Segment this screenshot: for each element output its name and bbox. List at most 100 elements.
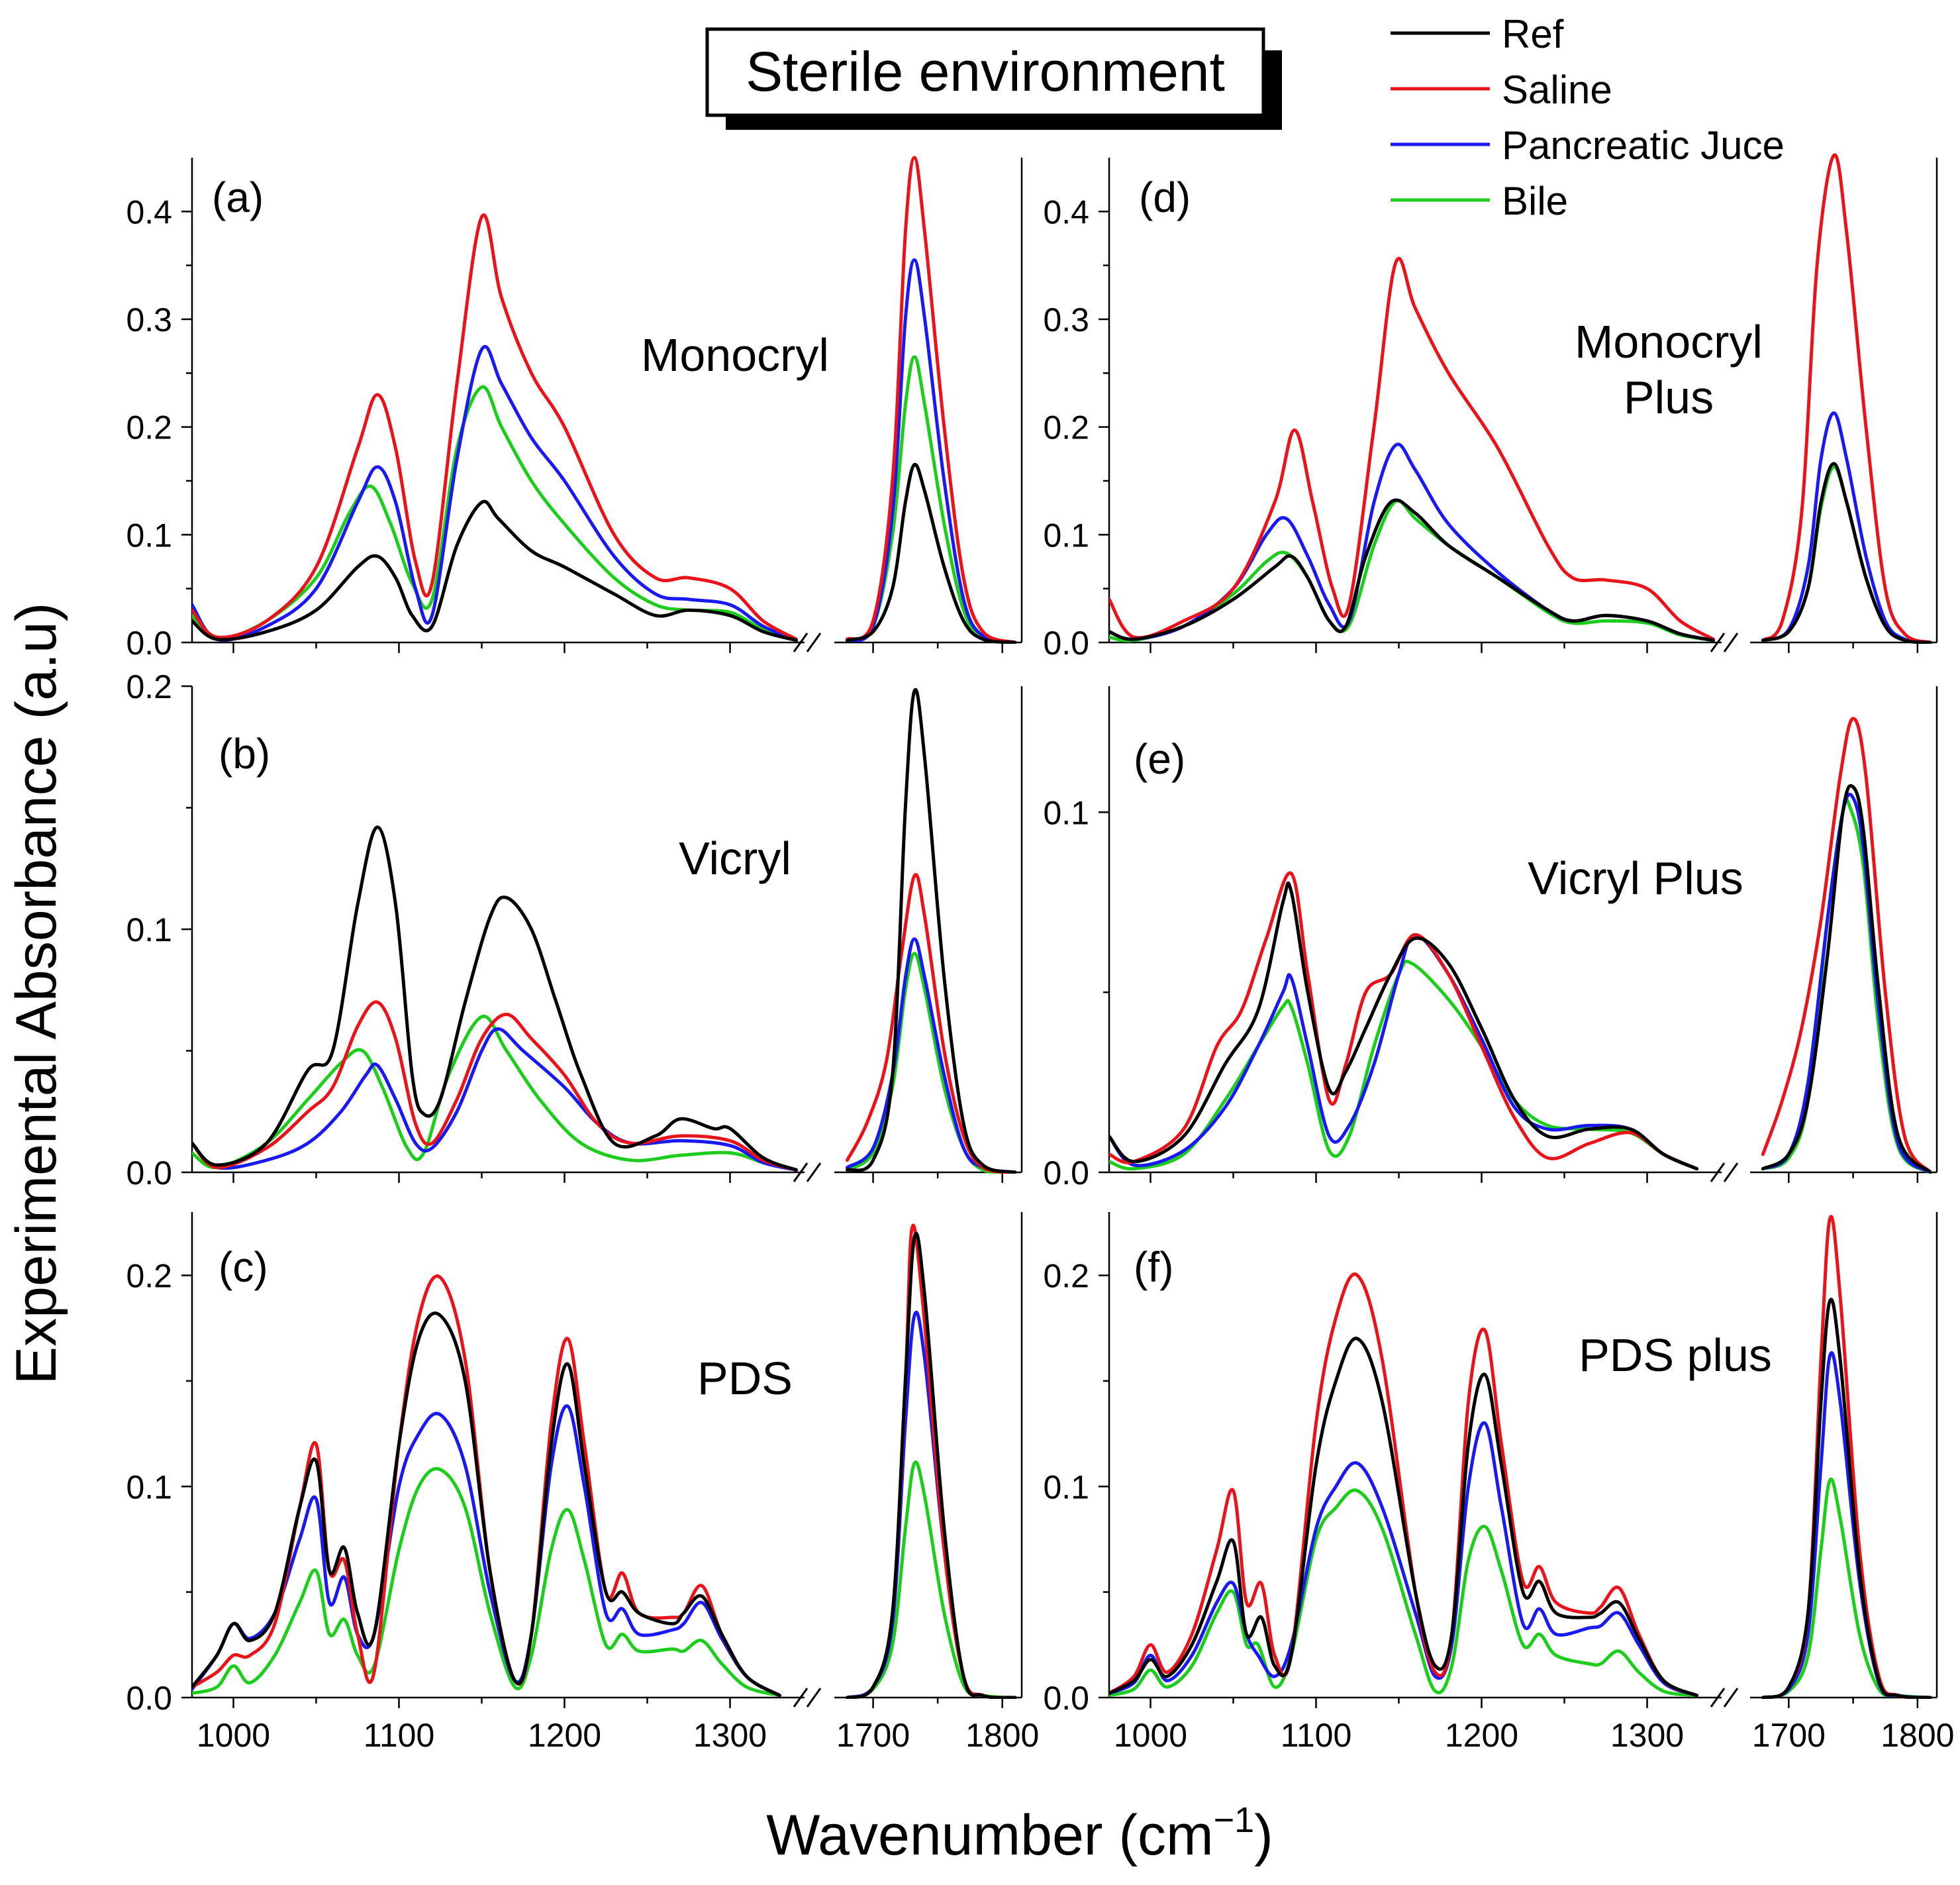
y-tick-label: 0.1: [1043, 517, 1089, 554]
panel-title-line: Vicryl Plus: [1528, 852, 1743, 904]
series-saline-left: [192, 1274, 781, 1698]
series-pancreatic-juce-right: [846, 258, 1017, 644]
axis-break-mark: [1723, 1162, 1739, 1182]
y-tick-label: 0.0: [126, 1680, 172, 1717]
x-tick-label: 1700: [1752, 1717, 1826, 1754]
series-ref-left: [1109, 1337, 1698, 1698]
legend: Ref Saline Pancreatic Juce Bile: [1391, 12, 1785, 223]
x-axis-label-sup: −1: [1214, 1800, 1255, 1840]
panel-label: (e): [1134, 735, 1185, 783]
x-tick-label: 1100: [1281, 1717, 1352, 1754]
panel-title: Monocryl Plus: [1575, 316, 1763, 423]
y-tick-label: 0.2: [1043, 1258, 1089, 1295]
panel-e: 0.0 0.1 (e) Vicryl Plus: [1043, 686, 1938, 1192]
x-tick-label: 1800: [1881, 1717, 1954, 1754]
axis-break-mark: [793, 1162, 808, 1182]
series-pancreatic-juce-left: [1109, 442, 1715, 642]
figure-title: Sterile environment: [746, 40, 1225, 103]
series-saline-right: [1761, 153, 1932, 644]
legend-label-pancreatic-juce: Pancreatic Juce: [1502, 123, 1785, 168]
series-ref-left: [1109, 881, 1698, 1171]
series-bile-right: [846, 952, 1017, 1174]
axis-break-mark: [1710, 1162, 1726, 1182]
title-box: Sterile environment: [705, 27, 1282, 130]
y-tick-label: 0.3: [1043, 301, 1089, 338]
series-bile-right: [1761, 798, 1932, 1174]
panel-title-line: PDS plus: [1579, 1329, 1772, 1381]
panel-title-line: Plus: [1624, 372, 1714, 423]
y-tick-label: 0.2: [1043, 409, 1089, 446]
series-saline-left: [1109, 256, 1715, 641]
y-axis-label: Experimental Absorbance (a.u): [5, 603, 68, 1385]
panel-title-line: Monocryl: [641, 329, 829, 381]
title-frame: [705, 27, 1265, 117]
series-pancreatic-juce-right: [846, 937, 1017, 1174]
axis-break-mark: [806, 1162, 822, 1182]
axis-break-mark: [1710, 1688, 1726, 1707]
legend-label-ref: Ref: [1502, 12, 1564, 56]
series-ref-left: [192, 499, 798, 642]
panel-b: 0.0 0.1 0.2 (b) Vicryl: [126, 668, 1023, 1192]
series-pancreatic-juce-right: [1761, 792, 1932, 1174]
panel-label: (c): [219, 1243, 268, 1291]
x-tick-label: 1300: [693, 1717, 767, 1754]
series-bile-right: [846, 355, 1017, 644]
series-bile-left: [1109, 960, 1698, 1171]
panel-label: (f): [1134, 1243, 1173, 1291]
panels: 0.0 0.1 0.2 0.3 0.4 (a) Monocryl 0.0 0.1 0.2 (b) Vi…: [126, 153, 1954, 1754]
series-pancreatic-juce-left: [192, 345, 798, 642]
series-saline-right: [846, 873, 1017, 1174]
series-saline-right: [846, 156, 1017, 644]
series-saline-left: [1109, 1272, 1698, 1698]
panel-a: 0.0 0.1 0.2 0.3 0.4 (a) Monocryl: [126, 156, 1023, 662]
series-pancreatic-juce-left: [1109, 933, 1698, 1171]
panel-title-line: Vicryl: [679, 833, 791, 884]
panel-title: Monocryl: [641, 329, 829, 381]
x-tick-label: 1000: [1114, 1717, 1187, 1754]
panel-title: PDS: [697, 1352, 793, 1404]
axis-break-mark: [793, 633, 808, 652]
panel-title-line: PDS: [697, 1352, 793, 1404]
series-pancreatic-juce-left: [1109, 1421, 1698, 1698]
axis-break-mark: [1710, 633, 1726, 652]
x-axis-label: Wavenumber (cm−1): [766, 1800, 1273, 1867]
y-tick-label: 0.4: [1043, 193, 1089, 230]
panel-d: 0.0 0.1 0.2 0.3 0.4 (d) Monocryl Plus: [1043, 153, 1938, 662]
x-tick-label: 1200: [1445, 1717, 1518, 1754]
panel-label: (a): [212, 174, 264, 221]
series-bile-left: [1109, 499, 1715, 642]
series-bile-right: [1761, 465, 1932, 644]
panel-title-line: Monocryl: [1575, 316, 1763, 368]
y-tick-label: 0.4: [126, 193, 172, 230]
series-ref-right: [1761, 1298, 1932, 1699]
legend-label-bile: Bile: [1502, 179, 1568, 223]
y-tick-label: 0.0: [1043, 1154, 1089, 1192]
y-tick-label: 0.1: [126, 1468, 172, 1505]
series-saline-right: [1761, 717, 1932, 1174]
series-bile-left: [192, 385, 798, 642]
x-axis-label-main: Wavenumber (cm: [766, 1804, 1213, 1867]
y-tick-label: 0.2: [126, 1258, 172, 1295]
y-tick-label: 0.0: [126, 1154, 172, 1192]
axis-break-mark: [1723, 633, 1739, 652]
series-bile-right: [1761, 1477, 1932, 1699]
y-tick-label: 0.0: [1043, 625, 1089, 662]
series-saline-left: [192, 213, 798, 641]
series-saline-left: [1109, 871, 1698, 1171]
series-ref-left: [1109, 498, 1715, 642]
series-bile-right: [846, 1460, 1017, 1699]
series-ref-left: [192, 1311, 781, 1698]
series-pancreatic-juce-left: [192, 1027, 798, 1172]
legend-label-saline: Saline: [1502, 68, 1612, 112]
y-tick-label: 0.0: [126, 625, 172, 662]
panel-label: (d): [1139, 174, 1191, 221]
x-tick-label: 1300: [1610, 1717, 1684, 1754]
panel-title: Vicryl Plus: [1528, 852, 1743, 904]
x-tick-label: 1800: [965, 1717, 1039, 1754]
axis-break-mark: [806, 633, 822, 652]
series-saline-right: [846, 1223, 1017, 1699]
series-ref-right: [846, 463, 1017, 644]
y-tick-label: 0.1: [1043, 1468, 1089, 1505]
series-bile-left: [192, 1015, 798, 1172]
